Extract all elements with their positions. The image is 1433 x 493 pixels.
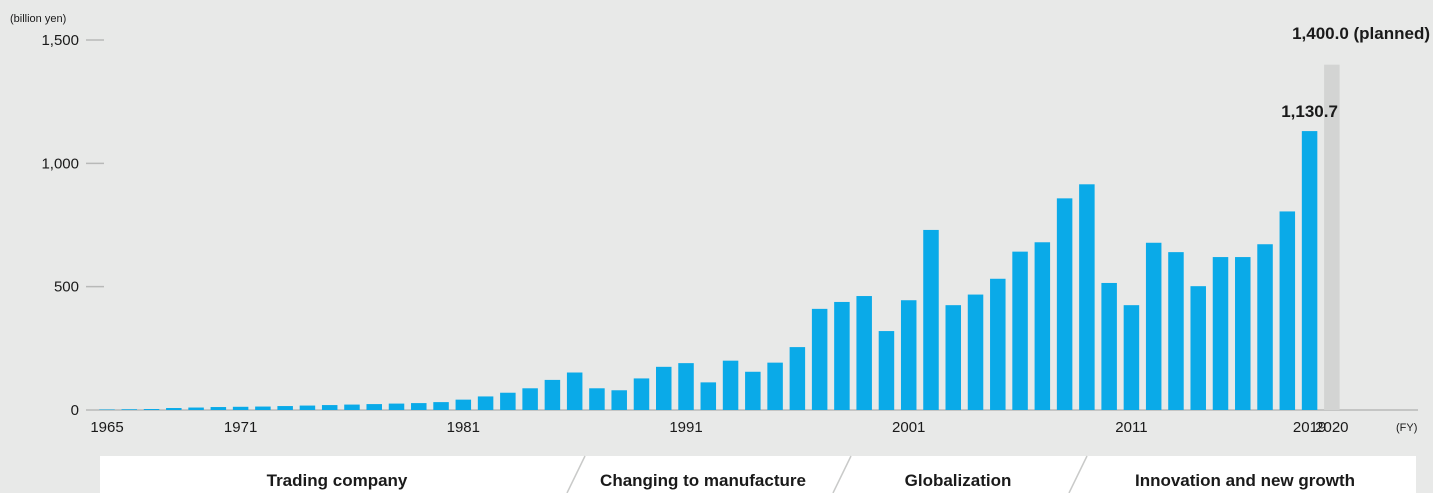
- phase-separator: [1068, 455, 1088, 493]
- bar-fy1973: [277, 406, 293, 410]
- bar-fy1977: [366, 404, 382, 410]
- bar-fy2013: [1168, 252, 1184, 410]
- bar-fy1982: [477, 396, 494, 410]
- bar-fy1988: [611, 390, 627, 410]
- bar-fy2015: [1212, 257, 1229, 410]
- x-tick-label: 1971: [224, 419, 257, 436]
- bar-fy1975: [321, 405, 338, 410]
- x-tick-label: 1965: [90, 419, 123, 436]
- bar-fy1992: [700, 382, 717, 410]
- bar-fy1976: [344, 404, 360, 410]
- y-tick-label: 500: [54, 279, 79, 296]
- bar-fy1981: [455, 399, 472, 410]
- bar-fy1970: [210, 407, 227, 410]
- x-axis-unit-label: (FY): [1396, 422, 1417, 434]
- x-tick-label: 2011: [1115, 419, 1147, 436]
- bar-fy2007: [1034, 242, 1051, 410]
- bar-fy1972: [255, 406, 271, 410]
- x-tick-label: 2020: [1315, 419, 1348, 436]
- bar-fy1984: [522, 388, 538, 410]
- bar-fy1983: [500, 392, 516, 410]
- bar-fy1985: [544, 379, 561, 410]
- bar-fy2017: [1257, 244, 1273, 410]
- bar-fy1997: [811, 308, 828, 410]
- bar-fy1968: [166, 408, 182, 410]
- bar-fy1980: [433, 402, 449, 410]
- bar-fy2018: [1279, 211, 1296, 410]
- phase-label: Globalization: [905, 471, 1012, 490]
- bar-fy1969: [188, 407, 204, 410]
- bar-fy1967: [143, 409, 160, 410]
- bar-fy2011: [1123, 305, 1140, 410]
- bars: [99, 64, 1340, 411]
- phase-band: Trading company Changing to manufacture Gl…: [100, 455, 1416, 493]
- bar-fy2008: [1056, 198, 1073, 410]
- bar-fy2014: [1190, 286, 1206, 410]
- y-axis-unit-label: (billion yen): [10, 13, 66, 25]
- y-tick-label: 0: [71, 402, 79, 419]
- x-tick-label: 2019: [1293, 419, 1326, 436]
- phase-separator: [566, 455, 586, 493]
- phase-label: Changing to manufacture: [600, 471, 806, 490]
- bar-fy2012: [1145, 242, 1162, 410]
- x-tick-label: 2001: [892, 419, 925, 436]
- phase-separator: [832, 455, 852, 493]
- bar-fy2004: [967, 294, 984, 410]
- bar-fy2020-planned: [1324, 64, 1340, 411]
- bar-fy2000: [878, 331, 895, 410]
- bar-fy1999: [856, 296, 872, 410]
- data-label-fy2020: 1,400.0 (planned): [1292, 24, 1430, 43]
- bar-fy1995: [767, 362, 783, 410]
- y-tick-label: 1,000: [41, 155, 79, 172]
- bar-fy1989: [633, 378, 650, 410]
- bar-fy1996: [789, 347, 806, 410]
- bar-fy1993: [722, 360, 739, 410]
- bar-fy1974: [299, 405, 316, 410]
- bar-fy2010: [1101, 282, 1117, 410]
- bar-fy2006: [1012, 251, 1028, 410]
- bar-fy1978: [388, 403, 405, 410]
- x-tick-label: 1991: [669, 419, 702, 436]
- bar-fy1986: [566, 372, 583, 410]
- bar-fy1979: [411, 403, 427, 410]
- bar-fy2003: [945, 305, 962, 410]
- bar-fy2016: [1235, 257, 1251, 410]
- bar-fy1994: [745, 371, 761, 410]
- bar-fy2009: [1079, 184, 1095, 410]
- bar-fy1990: [656, 366, 672, 410]
- bar-fy1971: [232, 406, 249, 410]
- annotations: 1,130.7 1,400.0 (planned): [1281, 24, 1430, 121]
- phase-label: Trading company: [267, 471, 408, 490]
- bar-fy2002: [923, 229, 939, 410]
- x-tick-label: 1981: [447, 419, 480, 436]
- phase-label: Innovation and new growth: [1135, 471, 1355, 490]
- bar-fy1998: [834, 301, 850, 410]
- bar-fy1987: [589, 388, 605, 410]
- y-tick-label: 1,500: [41, 32, 79, 49]
- bar-fy2019: [1301, 131, 1318, 410]
- data-label-fy2019: 1,130.7: [1281, 102, 1338, 121]
- y-axis: 0 500 1,000 1,500: [41, 32, 104, 419]
- phase-band-background: [100, 456, 1416, 493]
- bar-fy1966: [121, 409, 138, 410]
- bar-fy1991: [678, 363, 694, 410]
- bar-fy2001: [900, 300, 917, 410]
- bar-fy2005: [990, 278, 1006, 410]
